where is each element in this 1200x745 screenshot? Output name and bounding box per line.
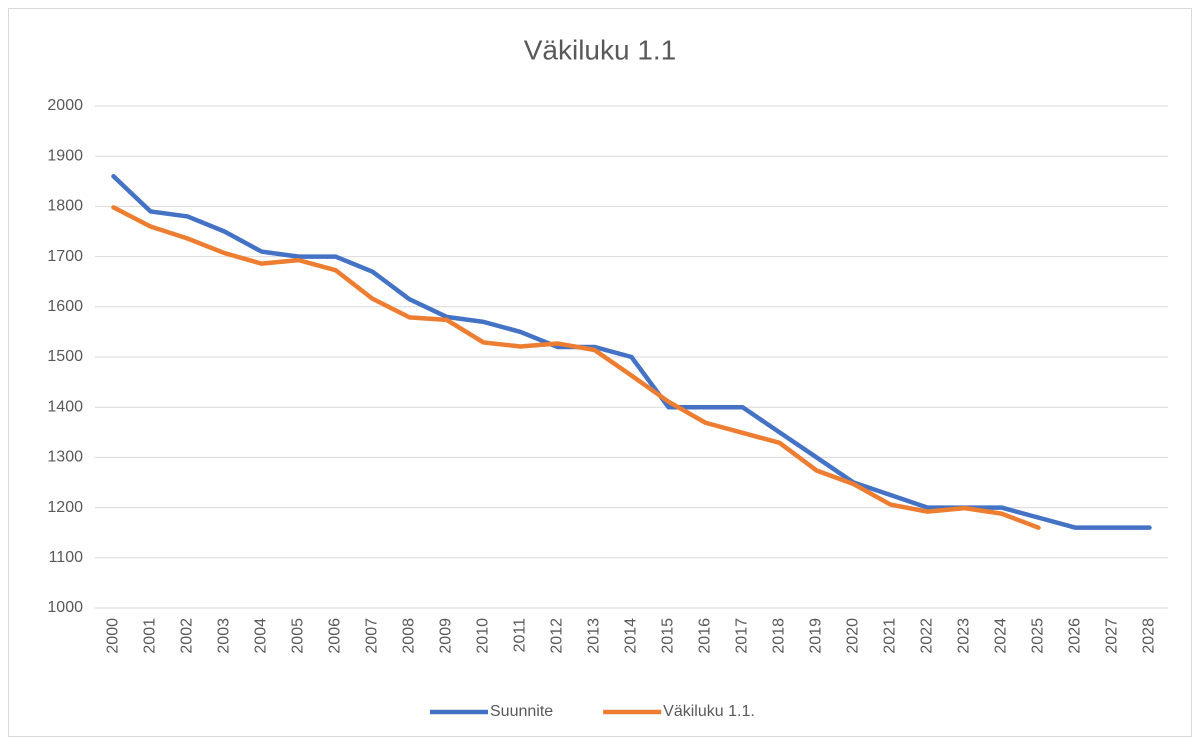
y-tick-label: 1800 [47, 198, 83, 215]
y-tick-label: 1300 [47, 449, 83, 466]
x-tick-label: 2000 [105, 618, 122, 654]
x-tick-label: 2014 [623, 618, 640, 654]
x-tick-label: 2004 [253, 618, 270, 654]
series-line [111, 205, 1041, 530]
y-tick-label: 2000 [47, 97, 83, 114]
x-tick-label: 2002 [179, 618, 196, 654]
y-tick-label: 1700 [47, 248, 83, 265]
legend-label: Väkiluku 1.1. [663, 703, 755, 720]
x-tick-label: 2011 [512, 618, 529, 653]
legend-label: Suunnite [490, 703, 553, 720]
series-line [111, 174, 1152, 530]
x-tick-label: 2008 [401, 618, 418, 654]
y-tick-label: 1600 [47, 298, 83, 315]
x-tick-label: 2001 [142, 618, 159, 654]
x-tick-label: 2024 [993, 618, 1010, 654]
y-tick-label: 1500 [47, 348, 83, 365]
chart-border [8, 8, 1192, 737]
x-tick-label: 2013 [586, 618, 603, 654]
x-tick-label: 2019 [808, 618, 825, 654]
y-tick-label: 1000 [47, 599, 83, 616]
x-tick-label: 2023 [956, 618, 973, 654]
x-tick-label: 2016 [697, 618, 714, 654]
x-tick-label: 2027 [1104, 618, 1121, 654]
y-tick-label: 1100 [49, 549, 84, 566]
y-tick-label: 1900 [47, 147, 83, 164]
x-tick-label: 2015 [660, 618, 677, 654]
x-tick-label: 2012 [549, 618, 566, 654]
x-tick-label: 2025 [1030, 618, 1047, 654]
y-tick-label: 1200 [47, 499, 83, 516]
x-tick-label: 2018 [771, 618, 788, 654]
x-tick-label: 2028 [1141, 618, 1158, 654]
x-tick-label: 2003 [216, 618, 233, 654]
x-tick-label: 2007 [364, 618, 381, 654]
x-tick-label: 2009 [438, 618, 455, 654]
x-tick-label: 2022 [919, 618, 936, 654]
chart-title: Väkiluku 1.1 [524, 34, 677, 65]
y-tick-label: 1400 [47, 398, 83, 415]
x-tick-label: 2020 [845, 618, 862, 654]
x-tick-label: 2021 [882, 618, 899, 654]
x-tick-label: 2026 [1067, 618, 1084, 654]
x-tick-label: 2005 [290, 618, 307, 654]
x-tick-label: 2010 [475, 618, 492, 654]
x-tick-label: 2017 [734, 618, 751, 654]
x-tick-label: 2006 [327, 618, 344, 654]
